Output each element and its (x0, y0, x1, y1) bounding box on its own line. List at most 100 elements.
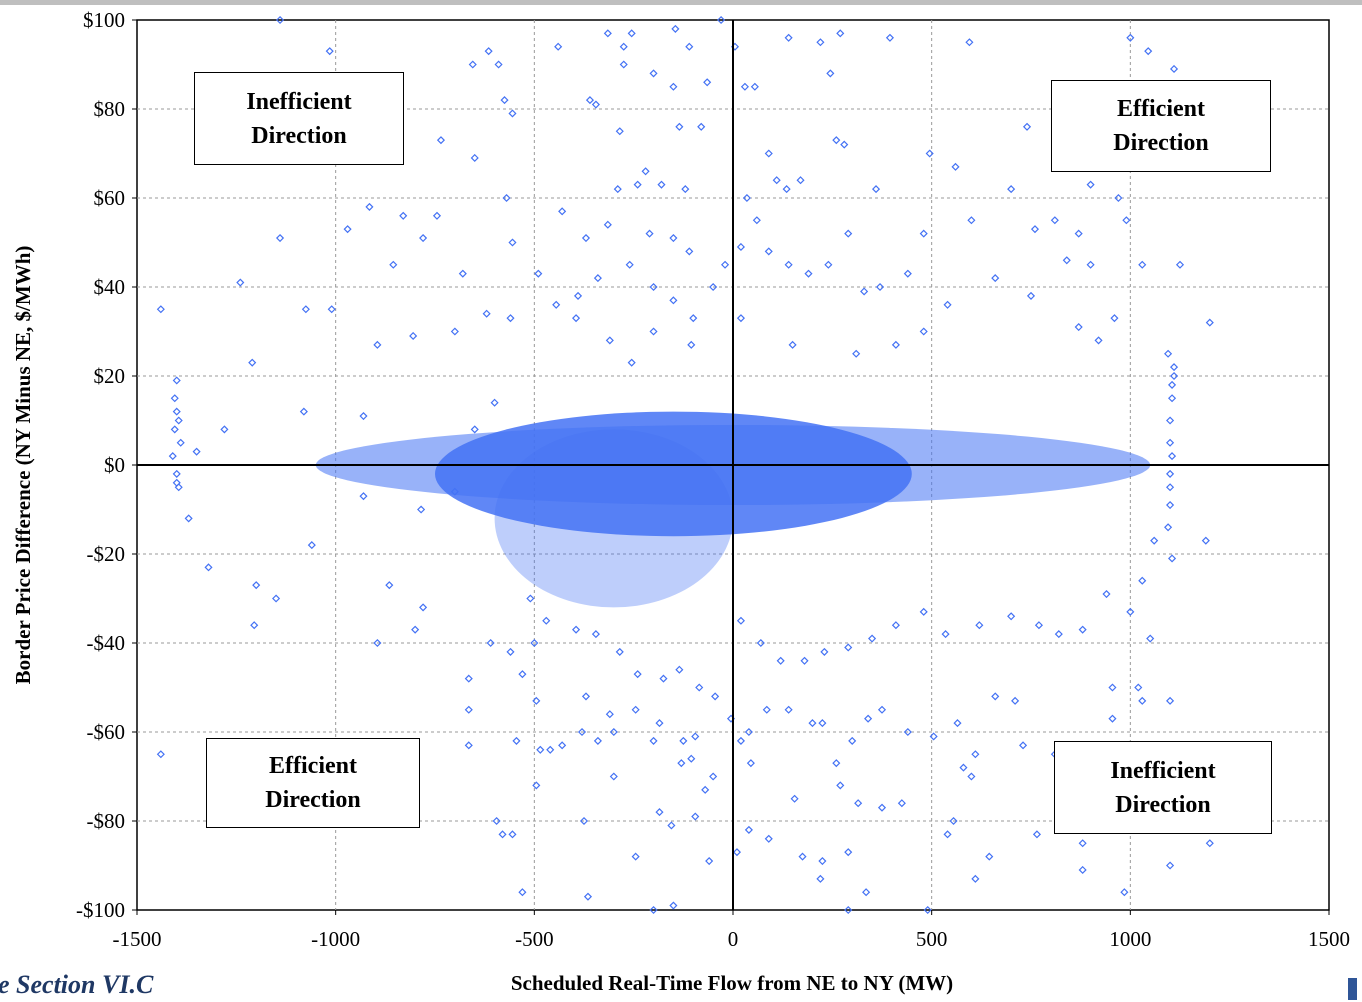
data-point (967, 772, 976, 781)
data-point (373, 340, 382, 349)
data-point (1011, 696, 1020, 705)
data-point (903, 269, 912, 278)
data-point (156, 305, 165, 314)
data-point (389, 260, 398, 269)
data-point (649, 282, 658, 292)
data-point (631, 852, 640, 861)
data-point (891, 621, 900, 630)
y-tick-label: -$80 (87, 809, 126, 833)
y-tick-label: $100 (83, 8, 125, 32)
x-tick-label: -500 (515, 927, 554, 951)
footer-section-reference: e Section VI.C (0, 970, 154, 999)
data-point (1120, 888, 1129, 897)
data-point (168, 452, 177, 461)
data-point (518, 670, 527, 679)
data-point (903, 727, 912, 737)
data-point (470, 153, 479, 162)
data-point (844, 905, 853, 915)
x-axis-title: Scheduled Real-Time Flow from NE to NY (… (511, 971, 953, 995)
data-point (526, 594, 535, 603)
data-point (301, 305, 310, 314)
x-tick-label: 1500 (1308, 927, 1350, 951)
quadrant-label-line1: Efficient (269, 753, 357, 779)
x-tick-label: 500 (916, 927, 948, 951)
data-point (744, 825, 753, 834)
data-point (534, 269, 543, 278)
data-point (860, 287, 869, 296)
data-point (492, 816, 501, 826)
data-point (1166, 416, 1175, 425)
data-point (709, 772, 718, 781)
data-point (494, 60, 503, 69)
data-point (649, 69, 658, 78)
data-point (848, 736, 857, 745)
data-point (627, 358, 636, 367)
data-point (808, 719, 817, 728)
data-point (1074, 229, 1083, 238)
data-point (671, 24, 680, 33)
data-point (941, 630, 950, 639)
data-point (1034, 621, 1043, 630)
data-point (836, 781, 845, 790)
data-point (925, 149, 934, 158)
data-point (365, 202, 374, 211)
data-point (633, 180, 642, 189)
x-tick-label: 1000 (1109, 927, 1151, 951)
data-point (530, 638, 539, 648)
data-point (508, 238, 517, 247)
data-point (877, 705, 887, 714)
data-point (579, 816, 589, 826)
data-point (609, 772, 618, 781)
data-point (432, 211, 442, 220)
data-point (1168, 554, 1177, 563)
data-point (1032, 830, 1042, 839)
data-point (826, 69, 835, 78)
data-point (1138, 260, 1147, 269)
data-point (170, 394, 179, 403)
data-point (1122, 216, 1131, 225)
data-point (250, 621, 259, 630)
data-point (627, 29, 636, 38)
data-point (923, 905, 932, 915)
data-point (701, 785, 710, 794)
data-point (1168, 380, 1177, 389)
data-point (172, 407, 181, 416)
data-point (419, 603, 428, 612)
data-point (1138, 576, 1147, 585)
y-tick-label: -$20 (87, 542, 126, 566)
data-point (784, 260, 793, 269)
data-point (721, 260, 730, 269)
data-point (272, 594, 281, 603)
x-tick-label: -1000 (311, 927, 360, 951)
data-point (464, 741, 473, 750)
data-point (1022, 122, 1032, 131)
y-tick-label: -$100 (76, 898, 125, 922)
data-point (641, 167, 650, 176)
data-point (359, 492, 368, 501)
data-point (204, 563, 213, 572)
data-point (573, 291, 583, 300)
data-point (1026, 291, 1036, 300)
data-point (868, 634, 877, 643)
data-point (675, 665, 684, 674)
data-point (572, 625, 581, 634)
corner-logo-mark (1348, 978, 1357, 1000)
data-point (800, 656, 809, 665)
data-point (484, 47, 493, 56)
data-point (490, 398, 499, 407)
data-point (419, 234, 428, 243)
data-point (975, 621, 984, 630)
data-point (818, 857, 827, 866)
data-point (172, 478, 181, 487)
data-point (583, 892, 593, 901)
data-point (482, 309, 491, 318)
data-point (943, 830, 952, 839)
data-point (275, 234, 285, 243)
data-point (1201, 536, 1210, 545)
data-point (1094, 336, 1103, 345)
data-point (625, 260, 634, 269)
data-point (373, 638, 382, 648)
data-point (1168, 394, 1177, 403)
y-tick-label: $40 (94, 275, 126, 299)
data-point (500, 96, 509, 105)
